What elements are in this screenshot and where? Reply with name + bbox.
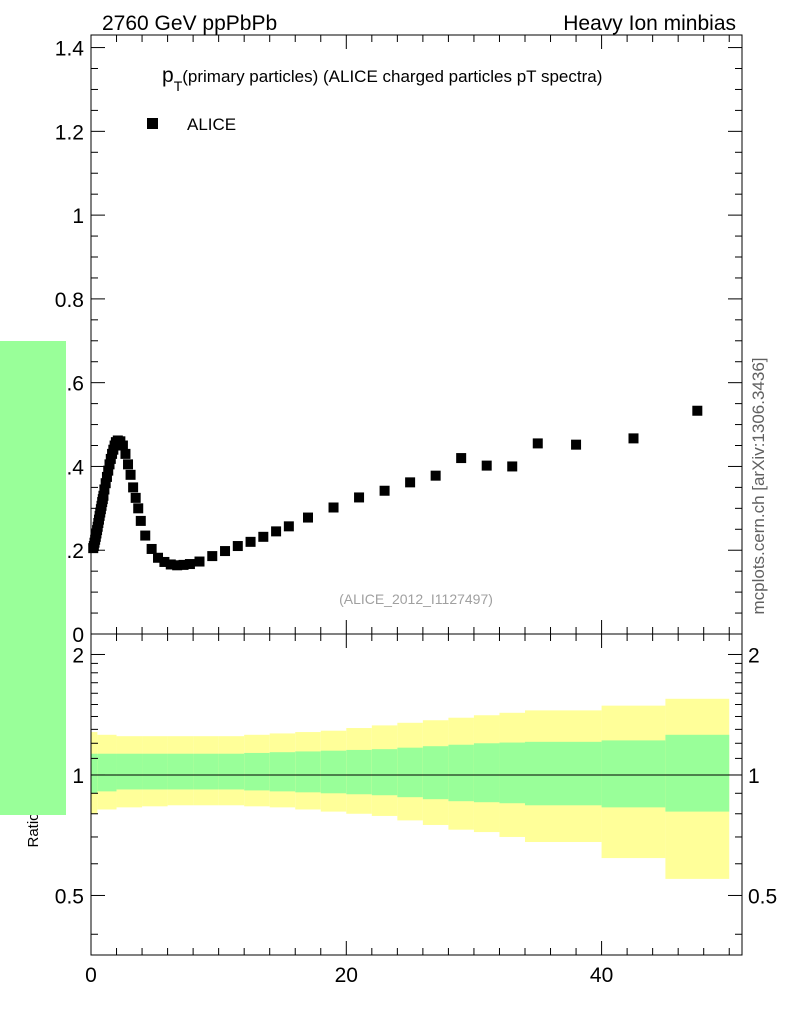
- data-point: [146, 543, 157, 554]
- data-point: [105, 453, 116, 464]
- ratio-band-inner-19: [601, 740, 666, 808]
- chart-title-rest: (primary particles) (ALICE charged parti…: [182, 67, 602, 86]
- chart-title-sub: T: [174, 78, 183, 94]
- data-point: [135, 515, 146, 526]
- data-point: [405, 477, 416, 488]
- data-point: [571, 439, 582, 450]
- data-point: [507, 461, 518, 472]
- main-ytick-label: 1: [72, 205, 84, 228]
- ratio-band-inner-6: [218, 753, 245, 790]
- data-point: [153, 552, 164, 563]
- ratio-xtick-label: 20: [335, 964, 358, 987]
- data-point: [194, 556, 205, 567]
- main-ytick-label: 0.8: [55, 289, 84, 312]
- data-point: [128, 482, 139, 493]
- legend-marker: [147, 118, 158, 129]
- data-point: [133, 503, 144, 514]
- data-point: [258, 531, 269, 542]
- data-point: [692, 405, 703, 416]
- chart-title: pT(primary particles) (ALICE charged par…: [162, 64, 602, 94]
- ratio-band-inner-20: [665, 734, 730, 812]
- data-point: [104, 459, 115, 470]
- data-point: [184, 559, 195, 570]
- data-point: [130, 492, 141, 503]
- ratio-ytick-label-right: 1: [748, 765, 760, 788]
- ratio-xtick-label: 0: [85, 964, 97, 987]
- data-point: [283, 521, 294, 532]
- ratio-band-inner-9: [295, 751, 321, 793]
- data-point: [117, 440, 128, 451]
- ratio-frame: [90, 633, 743, 956]
- ratio-band-inner-7: [244, 752, 270, 791]
- data-point: [271, 526, 282, 537]
- data-point: [303, 512, 313, 523]
- ratio-ytick-label-left: 0.5: [55, 885, 84, 908]
- data-point: [103, 465, 114, 476]
- ratio-panel: [91, 698, 742, 879]
- ratio-xtick-label: 40: [590, 964, 613, 987]
- data-point: [120, 448, 131, 459]
- ratio-ytick-label-left: 1: [72, 765, 84, 788]
- data-point: [99, 484, 110, 495]
- side-credit: mcplots.cern.ch [arXiv:1306.3436]: [749, 357, 768, 614]
- ratio-band-inner-12: [371, 749, 398, 796]
- ratio-band-inner-11: [346, 749, 372, 795]
- data-point: [101, 471, 112, 482]
- data-point: [220, 546, 231, 557]
- ratio-band-inner-10: [320, 750, 347, 794]
- ratio-band-inner-17: [499, 742, 525, 804]
- ratio-axis-label: Ratio: [25, 812, 42, 847]
- data-point: [98, 490, 109, 501]
- data-point: [430, 470, 441, 481]
- ratio-band-inner-15: [448, 744, 474, 802]
- data-point: [207, 551, 218, 562]
- data-point: [100, 478, 111, 489]
- header-left: 2760 GeV ppPbPb: [102, 12, 277, 35]
- data-point: [125, 469, 136, 480]
- data-point: [159, 556, 170, 567]
- ratio-band-inner-16: [473, 743, 500, 803]
- data-point: [245, 536, 256, 547]
- data-point: [232, 541, 243, 552]
- data-points: [88, 405, 703, 571]
- legend-label: ALICE: [187, 115, 236, 134]
- header-right: Heavy Ion minbias: [563, 12, 736, 35]
- ratio-band-inner-3: [142, 753, 168, 790]
- ratio-band-inner-1: [97, 753, 117, 792]
- data-point: [123, 459, 134, 470]
- data-point: [456, 453, 467, 464]
- ratio-ytick-label-right: 0.5: [748, 885, 777, 908]
- overlay-green-patch: [0, 341, 66, 815]
- data-point: [481, 460, 492, 471]
- data-point: [165, 559, 176, 570]
- ratio-band-inner-18: [525, 741, 602, 806]
- ratio-band-inner-8: [269, 752, 296, 792]
- data-point: [178, 559, 189, 570]
- ratio-band-inner-2: [116, 753, 143, 790]
- data-point: [354, 492, 365, 503]
- data-point: [140, 530, 151, 541]
- main-ytick-label: 1.2: [55, 121, 84, 144]
- main-ytick-label: 0: [72, 624, 84, 647]
- analysis-watermark: (ALICE_2012_I1127497): [339, 591, 493, 607]
- data-point: [379, 485, 390, 496]
- chart-title-main: p: [162, 64, 174, 87]
- ratio-ytick-label-left: 2: [72, 644, 84, 667]
- ratio-band-inner-0: [91, 753, 98, 794]
- data-point: [628, 433, 639, 444]
- ratio-band-inner-4: [167, 753, 194, 790]
- data-point: [532, 438, 543, 449]
- ratio-band-inner-14: [422, 746, 449, 800]
- data-point: [328, 502, 339, 513]
- main-ytick-label: 1.4: [55, 38, 85, 61]
- data-point: [172, 560, 183, 571]
- ratio-band-inner-13: [397, 747, 423, 798]
- ratio-ytick-label-right: 2: [748, 644, 760, 667]
- ratio-band-inner-5: [193, 753, 219, 790]
